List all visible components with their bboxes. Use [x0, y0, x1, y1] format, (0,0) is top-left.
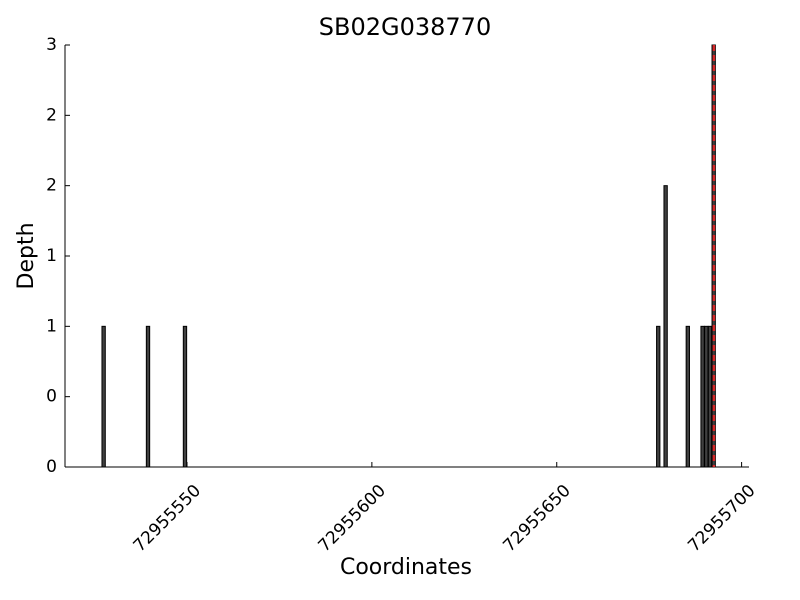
bar [685, 325, 690, 468]
x-tick-label: 72955650 [499, 481, 574, 556]
y-tick-label: 2 [46, 105, 57, 125]
bar [182, 325, 188, 468]
bar [707, 325, 713, 468]
bar [700, 325, 705, 468]
x-tick-label: 72955700 [684, 481, 759, 556]
bar [663, 185, 668, 468]
y-tick-label: 0 [46, 387, 57, 407]
x-tick-label: 72955600 [315, 481, 390, 556]
y-tick-label: 1 [46, 246, 57, 266]
bar [704, 325, 709, 468]
x-axis-label: Coordinates [340, 555, 472, 580]
y-tick-label: 1 [46, 316, 57, 336]
y-axis-label: Depth [14, 222, 39, 289]
x-tick-label: 72955550 [130, 481, 205, 556]
y-tick-label: 2 [46, 176, 57, 196]
y-tick-label: 3 [46, 35, 57, 55]
chart-title: SB02G038770 [319, 13, 491, 41]
y-tick-label: 0 [46, 457, 57, 477]
bar [656, 325, 661, 468]
bar [145, 325, 151, 468]
bar [101, 325, 106, 468]
